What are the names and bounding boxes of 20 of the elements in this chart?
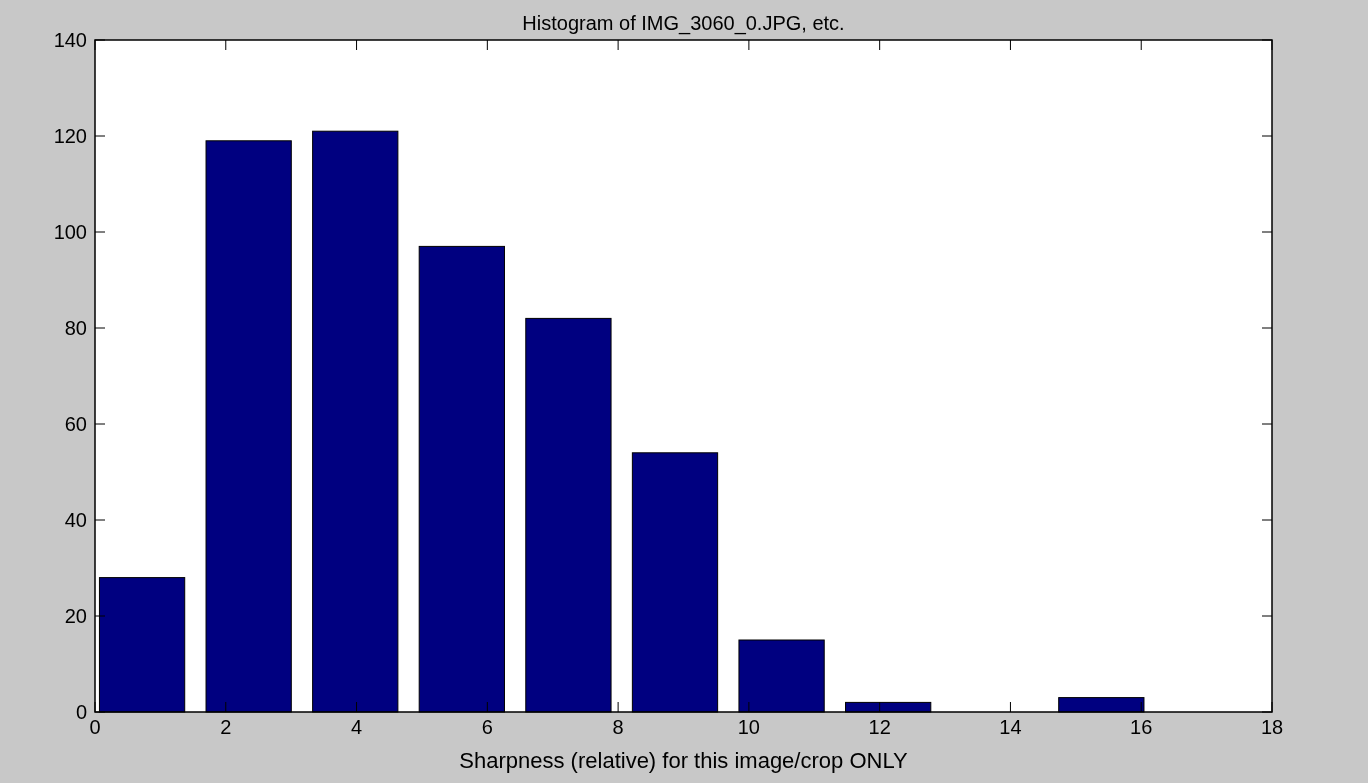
x-tick-label: 0 — [89, 716, 101, 738]
x-tick-label: 6 — [481, 716, 493, 738]
y-tick-label: 40 — [64, 509, 87, 531]
x-tick-label: 12 — [868, 716, 891, 738]
y-tick-label: 120 — [53, 125, 87, 147]
y-tick-label: 0 — [75, 701, 87, 723]
x-tick-label: 2 — [220, 716, 232, 738]
y-tick-label: 20 — [64, 605, 87, 627]
x-axis-title: Sharpness (relative) for this image/crop ONLY — [459, 748, 908, 773]
y-tick-label: 80 — [64, 317, 87, 339]
x-tick-label: 14 — [999, 716, 1022, 738]
x-tick-label: 16 — [1130, 716, 1153, 738]
x-tick-label: 18 — [1260, 716, 1284, 738]
y-tick-label: 100 — [53, 221, 87, 243]
x-tick-label: 10 — [737, 716, 761, 738]
x-tick-label: 4 — [350, 716, 363, 738]
chart-title: Histogram of IMG_3060_0.JPG, etc. — [522, 12, 845, 35]
x-tick-label: 8 — [612, 716, 624, 738]
y-tick-label: 140 — [53, 29, 87, 51]
y-tick-label: 60 — [64, 413, 87, 435]
